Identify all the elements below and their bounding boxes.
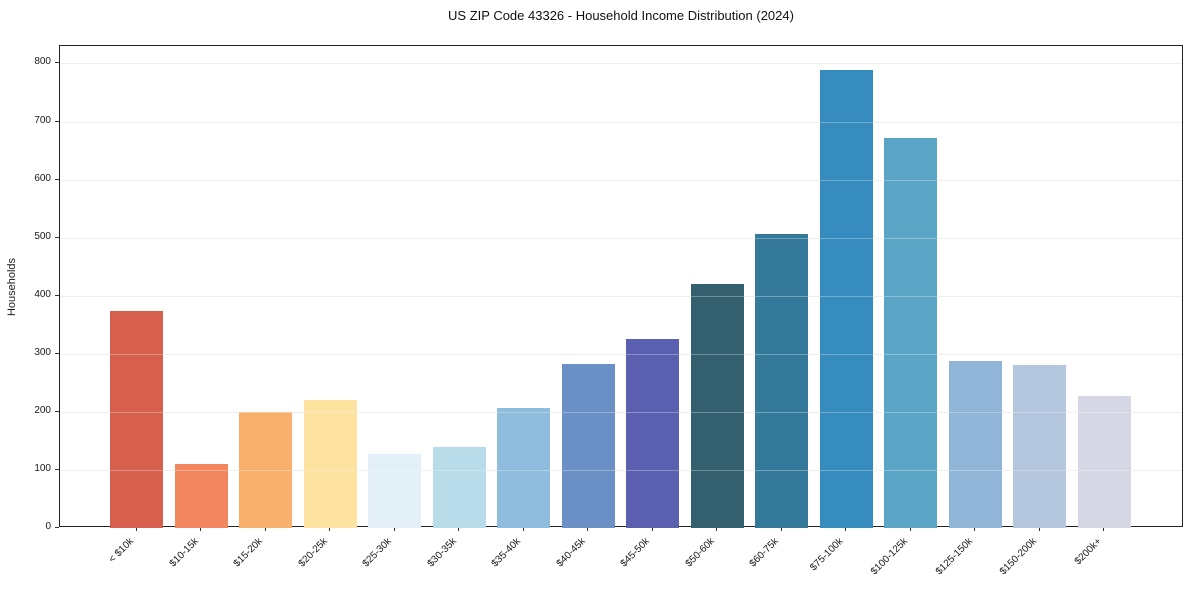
x-tick-mark <box>393 527 395 531</box>
x-tick-label: < $10k <box>107 536 137 566</box>
y-tick-label: 400 <box>34 288 51 300</box>
bar <box>432 446 486 528</box>
gridline-overlay <box>60 411 1182 413</box>
x-tick-label: $35-40k <box>489 536 524 570</box>
bar <box>110 311 163 528</box>
bar <box>561 363 615 528</box>
gridline <box>60 469 1182 471</box>
y-tick-mark <box>54 410 59 412</box>
x-tick-mark <box>651 527 653 531</box>
x-tick-mark <box>909 527 911 531</box>
x-tick-mark <box>780 527 782 531</box>
x-tick-mark <box>1103 527 1104 531</box>
x-tick-label: $20-25k <box>296 536 330 570</box>
x-tick-label: $75-100k <box>808 536 846 574</box>
y-tick-label: 800 <box>34 56 51 68</box>
y-tick-label: 200 <box>34 404 51 416</box>
gridline-overlay <box>60 121 1182 123</box>
y-tick-mark <box>54 178 59 180</box>
bar <box>690 284 744 528</box>
x-tick-label: $150-200k <box>998 536 1040 578</box>
plot-area <box>59 45 1183 528</box>
y-tick-label: 500 <box>34 230 51 242</box>
bar <box>174 463 228 528</box>
x-tick-mark <box>587 527 588 531</box>
y-tick-label: 600 <box>34 172 51 184</box>
gridline <box>60 63 1182 65</box>
x-tick-mark <box>1038 527 1040 531</box>
bar <box>819 69 873 528</box>
x-tick-label: $100-125k <box>869 536 911 578</box>
y-tick-mark <box>54 468 59 470</box>
x-tick-label: $200k+ <box>1072 536 1104 568</box>
chart-title: US ZIP Code 43326 - Household Income Dis… <box>448 8 794 23</box>
y-tick-label: 100 <box>34 462 51 474</box>
bar <box>497 408 550 528</box>
x-tick-label: $30-35k <box>425 536 459 570</box>
gridline-overlay <box>60 179 1182 181</box>
y-tick-mark <box>54 62 59 64</box>
gridline-overlay <box>60 63 1182 65</box>
gridline <box>60 295 1182 297</box>
bar <box>755 234 808 528</box>
x-tick-mark <box>458 527 459 531</box>
x-tick-label: $125-150k <box>933 536 975 578</box>
gridline-overlay <box>60 237 1182 239</box>
x-tick-label: $50-60k <box>683 536 717 570</box>
gridline-overlay <box>60 353 1182 355</box>
x-tick-label: $45-50k <box>618 536 653 570</box>
gridline-overlay <box>60 295 1182 297</box>
x-tick-mark <box>200 527 201 531</box>
x-tick-mark <box>716 527 717 531</box>
bar <box>239 412 292 528</box>
x-tick-label: $60-75k <box>747 536 782 570</box>
x-tick-mark <box>974 527 975 531</box>
x-tick-label: $25-30k <box>360 536 395 570</box>
bar <box>368 453 421 528</box>
y-axis-label: Households <box>6 257 18 317</box>
bar <box>303 400 357 528</box>
x-tick-mark <box>135 527 137 531</box>
y-tick-label: 300 <box>34 346 51 358</box>
y-tick-mark <box>54 352 59 354</box>
y-tick-mark <box>54 527 59 528</box>
y-tick-mark <box>54 236 59 238</box>
bar <box>948 360 1002 528</box>
x-tick-label: $15-20k <box>231 536 266 570</box>
y-tick-label: 0 <box>45 521 51 532</box>
y-tick-mark <box>54 294 59 296</box>
gridline <box>60 353 1182 355</box>
gridline <box>60 121 1182 123</box>
y-tick-label: 700 <box>34 114 51 126</box>
bar <box>626 339 679 528</box>
gridline <box>60 237 1182 239</box>
x-tick-mark <box>522 527 524 531</box>
y-tick-mark <box>54 120 59 122</box>
x-tick-mark <box>845 527 846 531</box>
bar <box>1013 364 1066 528</box>
gridline-overlay <box>60 469 1182 471</box>
x-tick-label: $40-45k <box>554 536 588 570</box>
x-tick-label: $10-15k <box>167 536 201 570</box>
bar <box>884 138 937 528</box>
gridline <box>60 411 1182 413</box>
bar <box>1077 396 1131 528</box>
x-tick-mark <box>264 527 266 531</box>
x-tick-mark <box>329 527 330 531</box>
gridline <box>60 179 1182 181</box>
